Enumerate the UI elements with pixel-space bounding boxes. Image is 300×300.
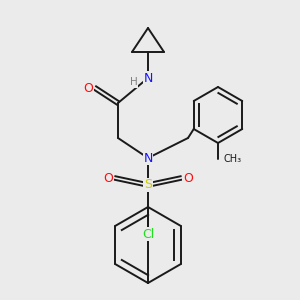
Text: CH₃: CH₃ — [223, 154, 241, 164]
Text: Cl: Cl — [142, 227, 154, 241]
Text: S: S — [144, 178, 152, 191]
Text: N: N — [143, 152, 153, 164]
Text: O: O — [103, 172, 113, 184]
Text: O: O — [83, 82, 93, 94]
Text: O: O — [183, 172, 193, 184]
Text: H: H — [130, 77, 138, 87]
Text: N: N — [143, 71, 153, 85]
